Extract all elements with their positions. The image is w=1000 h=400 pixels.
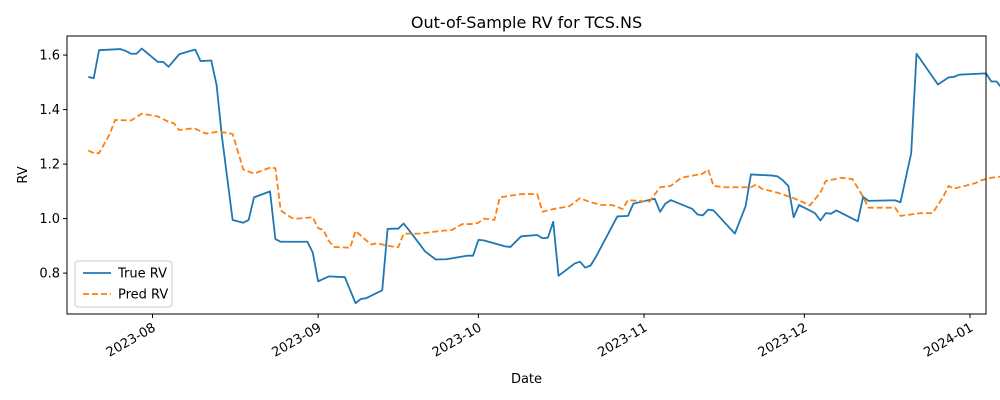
y-axis-title: RV xyxy=(16,166,31,183)
y-tick-label: 1.6 xyxy=(39,49,60,64)
plot-area xyxy=(67,36,986,314)
y-tick-label: 1.4 xyxy=(39,103,60,118)
series-line-true-rv xyxy=(88,47,1000,304)
series-line-pred-rv xyxy=(87,112,1000,249)
y-tick-label: 0.8 xyxy=(39,267,60,282)
legend-label-true-rv: True RV xyxy=(117,267,167,282)
series-layer xyxy=(87,47,1000,304)
plot-background xyxy=(67,36,986,314)
x-axis-title: Date xyxy=(511,372,542,387)
y-tick-label: 1.0 xyxy=(39,212,60,227)
axes-frame xyxy=(66,35,987,315)
legend-label-pred-rv: Pred RV xyxy=(118,288,168,303)
legend: True RV Pred RV xyxy=(74,260,173,308)
chart-title: Out-of-Sample RV for TCS.NS xyxy=(411,13,642,32)
y-tick-label: 1.2 xyxy=(39,158,60,173)
